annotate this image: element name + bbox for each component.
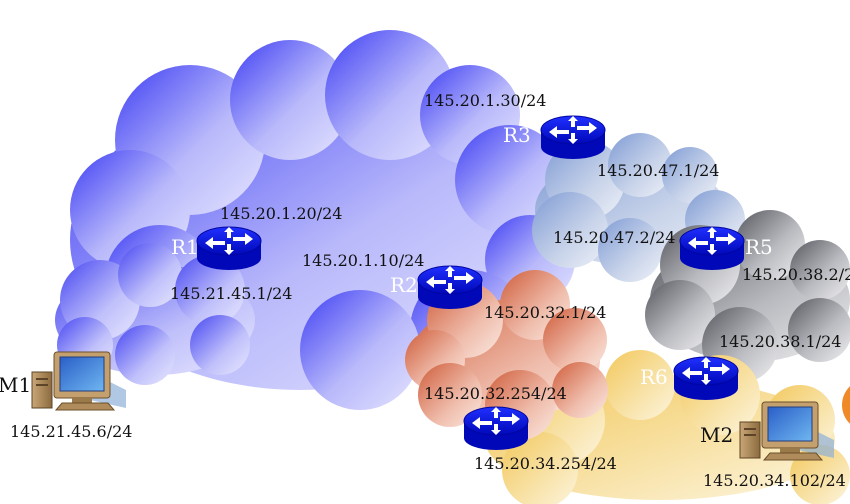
- addr-r1-net45: 145.21.45.1/24: [170, 284, 292, 303]
- cloud-net-145-20-32: [405, 270, 608, 440]
- computer-icon: [31, 351, 126, 411]
- addr-r4-net34: 145.20.34.254/24: [474, 454, 617, 473]
- router-r5-name: R5: [745, 235, 773, 259]
- addr-r3-net47: 145.20.47.1/24: [597, 161, 719, 180]
- router-icon: [196, 226, 262, 270]
- host-m1[interactable]: [31, 351, 126, 411]
- host-m1-name: M1: [0, 373, 31, 397]
- addr-r6-net38: 145.20.38.1/24: [719, 332, 841, 351]
- router-icon: [417, 265, 483, 309]
- host-m2[interactable]: [739, 401, 834, 461]
- computer-icon: [739, 401, 834, 461]
- router-r5[interactable]: [679, 226, 745, 270]
- addr-m2: 145.20.34.102/24: [703, 471, 846, 490]
- addr-r3-net1: 145.20.1.30/24: [424, 91, 546, 110]
- router-r3[interactable]: [540, 115, 606, 159]
- addr-m1: 145.21.45.6/24: [10, 422, 132, 441]
- router-r4[interactable]: [463, 406, 529, 450]
- host-m2-name: M2: [700, 423, 733, 447]
- addr-r1-net1: 145.20.1.20/24: [220, 204, 342, 223]
- partial-node: [842, 386, 850, 424]
- router-icon: [463, 406, 529, 450]
- router-r1-name: R1: [171, 235, 199, 259]
- router-icon: [673, 356, 739, 400]
- router-r2[interactable]: [417, 265, 483, 309]
- addr-r2-net32: 145.20.32.1/24: [484, 303, 606, 322]
- router-icon: [679, 226, 745, 270]
- addr-r4-net32: 145.20.32.254/24: [424, 384, 567, 403]
- router-r6-name: R6: [640, 365, 668, 389]
- router-r2-name: R2: [390, 273, 418, 297]
- addr-r2-net1: 145.20.1.10/24: [302, 251, 424, 270]
- addr-r5-net47: 145.20.47.2/24: [553, 228, 675, 247]
- addr-r5-net38: 145.20.38.2/24: [742, 265, 850, 284]
- router-r3-name: R3: [503, 123, 531, 147]
- router-r6[interactable]: [673, 356, 739, 400]
- router-r1[interactable]: [196, 226, 262, 270]
- router-icon: [540, 115, 606, 159]
